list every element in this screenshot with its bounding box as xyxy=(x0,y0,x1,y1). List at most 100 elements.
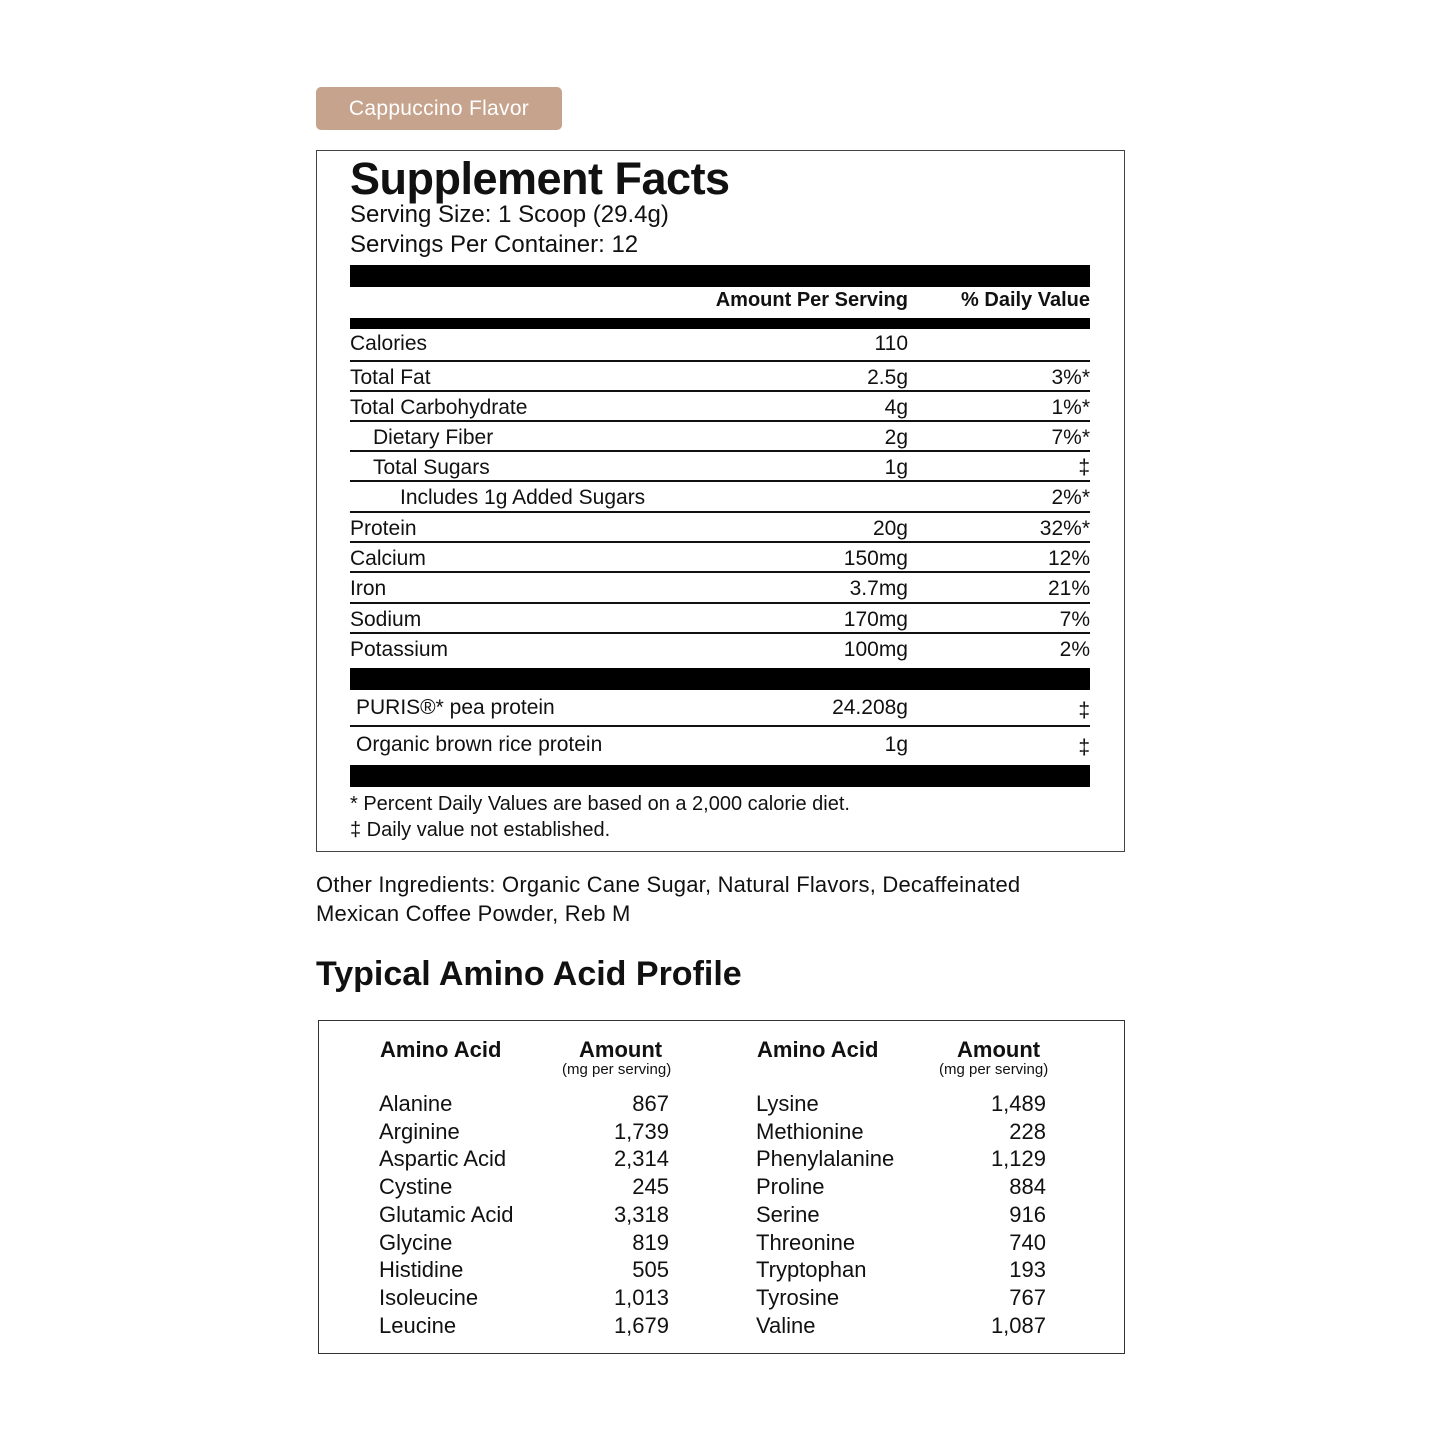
header-amount: Amount Per Serving xyxy=(715,289,908,311)
nutrient-name: Includes 1g Added Sugars xyxy=(400,486,646,509)
nutrient-row: Iron 3.7mg 21% xyxy=(350,573,1090,604)
nutrient-amount: 3.7mg xyxy=(849,577,908,600)
nutrient-daily-value: 12% xyxy=(1047,547,1090,570)
facts-title: Supplement Facts xyxy=(350,153,730,204)
nutrient-amount: 2.5g xyxy=(867,366,908,389)
nutrient-row: Protein 20g 32%* xyxy=(350,513,1090,543)
amino-acid-name: Alanine xyxy=(379,1091,453,1116)
ingredient-name: Organic brown rice protein xyxy=(356,733,603,756)
ingredient-daily-value: ‡ xyxy=(1078,736,1090,759)
nutrient-daily-value: ‡ xyxy=(1078,456,1090,479)
amino-acid-name: Methionine xyxy=(756,1118,864,1144)
ingredient-amount: 1g xyxy=(884,733,908,756)
amino-acid-name: Arginine xyxy=(379,1118,460,1144)
other-ingredients: Other Ingredients: Organic Cane Sugar, N… xyxy=(316,872,1021,926)
nutrient-amount: 2g xyxy=(884,426,908,449)
nutrient-amount: 4g xyxy=(884,396,908,419)
amino-acid-name: Proline xyxy=(756,1174,825,1200)
nutrient-row: Sodium 170mg 7% xyxy=(350,604,1090,634)
amino-acid-name: Tryptophan xyxy=(756,1257,867,1283)
footnote-dv: * Percent Daily Values are based on a 2,… xyxy=(350,793,850,815)
col-header-unit: (mg per serving) xyxy=(939,1061,1049,1078)
nutrient-row: Calories 110 xyxy=(350,329,1090,362)
nutrient-daily-value: 3%* xyxy=(1051,366,1090,389)
blend-rows: PURIS®* pea protein 24.208g ‡ Organic brown… xyxy=(350,690,1090,766)
nutrient-daily-value: 7% xyxy=(1059,608,1090,631)
amino-acid-name: Tyrosine xyxy=(756,1284,840,1310)
nutrient-daily-value: 21% xyxy=(1047,577,1090,600)
amino-title: Typical Amino Acid Profile xyxy=(316,955,742,993)
amino-acid-amount: 1,489 xyxy=(990,1091,1046,1116)
amino-acid-amount: 193 xyxy=(1009,1257,1046,1283)
nutrient-name: Calcium xyxy=(350,547,426,570)
amino-acid-amount: 228 xyxy=(1009,1118,1046,1144)
amino-acid-name: Leucine xyxy=(379,1312,457,1338)
nutrient-name: Potassium xyxy=(350,638,449,661)
facts-header: Amount Per Serving % Daily Value xyxy=(350,289,1090,317)
nutrient-row: Potassium 100mg 2% xyxy=(350,634,1090,667)
amino-acid-amount: 1,129 xyxy=(990,1146,1046,1172)
nutrient-amount: 150mg xyxy=(843,547,908,570)
amino-acid-amount: 819 xyxy=(632,1229,669,1255)
nutrient-name: Protein xyxy=(350,517,417,540)
amino-acid-name: Valine xyxy=(756,1312,816,1338)
serving-size: Serving Size: 1 Scoop (29.4g) xyxy=(350,201,669,228)
divider-bar xyxy=(350,265,1090,287)
amino-acid-amount: 1,679 xyxy=(613,1312,669,1338)
nutrient-amount: 100mg xyxy=(843,638,908,661)
nutrient-name: Sodium xyxy=(350,608,422,631)
ingredient-daily-value: ‡ xyxy=(1078,699,1090,722)
amino-acid-name: Glycine xyxy=(379,1229,453,1255)
blend-row: Organic brown rice protein 1g ‡ xyxy=(350,727,1090,764)
nutrient-row: Total Carbohydrate 4g 1%* xyxy=(350,392,1090,422)
amino-acid-amount: 3,318 xyxy=(613,1201,669,1227)
nutrient-name: Iron xyxy=(350,577,387,600)
nutrient-row: Includes 1g Added Sugars 2%* xyxy=(350,482,1090,513)
nutrient-daily-value: 2%* xyxy=(1051,486,1090,509)
amino-acid-amount: 245 xyxy=(632,1174,669,1200)
divider-bar xyxy=(350,318,1090,329)
nutrient-name: Calories xyxy=(350,332,428,355)
amino-acid-amount: 1,013 xyxy=(613,1284,669,1310)
nutrient-amount: 170mg xyxy=(843,608,908,631)
divider-bar xyxy=(350,668,1090,690)
nutrient-name: Total Fat xyxy=(350,366,431,389)
nutrient-amount: 20g xyxy=(872,517,908,540)
header-daily-value: % Daily Value xyxy=(961,289,1090,311)
amino-acid-amount: 740 xyxy=(1009,1229,1046,1255)
nutrient-name: Dietary Fiber xyxy=(373,426,494,449)
amino-acid-amount: 884 xyxy=(1009,1174,1046,1200)
amino-acid-amount: 867 xyxy=(632,1091,669,1116)
blend-row: PURIS®* pea protein 24.208g ‡ xyxy=(350,690,1090,727)
amino-acid-amount: 767 xyxy=(1009,1284,1046,1310)
nutrient-row: Calcium 150mg 12% xyxy=(350,543,1090,573)
amino-acid-amount: 2,314 xyxy=(613,1146,669,1172)
nutrient-daily-value: 1%* xyxy=(1051,396,1090,419)
col-header-amount: Amount xyxy=(579,1037,663,1062)
nutrient-amount: 110 xyxy=(874,332,908,355)
nutrient-daily-value: 32%* xyxy=(1039,517,1090,540)
supplement-facts-panel: Supplement Facts Serving Size: 1 Scoop (… xyxy=(316,150,1125,852)
amino-acid-name: Histidine xyxy=(379,1257,464,1283)
nutrient-rows: Calories 110 Total Fat 2.5g 3%* Total Carbohy… xyxy=(350,329,1090,669)
nutrient-row: Total Fat 2.5g 3%* xyxy=(350,362,1090,392)
amino-acid-amount: 916 xyxy=(1009,1201,1046,1227)
ingredient-name: PURIS®* pea protein xyxy=(356,696,555,719)
amino-acid-amount: 1,087 xyxy=(990,1312,1046,1338)
nutrient-amount: 1g xyxy=(884,456,908,479)
amino-acid-name: Phenylalanine xyxy=(756,1146,895,1172)
footnote-not-established: ‡ Daily value not established. xyxy=(350,819,611,841)
servings-per-container: Servings Per Container: 12 xyxy=(350,231,639,258)
nutrient-row: Total Sugars 1g ‡ xyxy=(350,452,1090,482)
col-header-name: Amino Acid xyxy=(757,1037,879,1062)
ingredient-amount: 24.208g xyxy=(832,696,908,719)
nutrient-daily-value: 2% xyxy=(1059,638,1090,661)
flavor-badge: Cappuccino Flavor xyxy=(316,87,562,130)
nutrient-name: Total Carbohydrate xyxy=(350,396,528,419)
col-header-unit: (mg per serving) xyxy=(562,1061,672,1078)
col-header-name: Amino Acid xyxy=(380,1037,502,1062)
amino-acid-name: Glutamic Acid xyxy=(379,1201,514,1227)
nutrient-daily-value: 7%* xyxy=(1051,426,1090,449)
amino-acid-name: Aspartic Acid xyxy=(379,1146,507,1172)
amino-acid-name: Threonine xyxy=(756,1229,856,1255)
